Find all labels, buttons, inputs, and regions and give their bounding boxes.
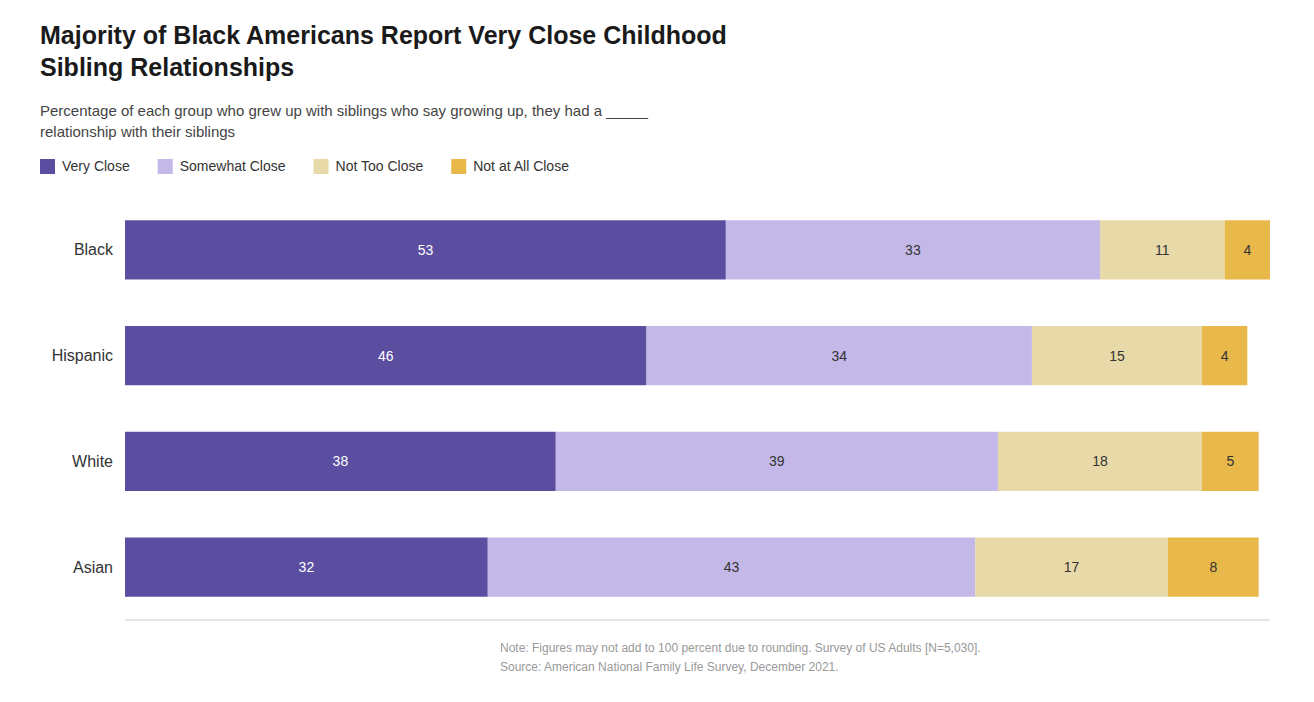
note: Note: Figures may not add to 100 percent…: [500, 641, 981, 674]
legend-swatch: [451, 159, 466, 174]
data-label: 38: [333, 453, 349, 469]
legend-label: Very Close: [62, 158, 130, 174]
bar-segment: [125, 326, 646, 385]
y-axis: Black Hispanic White Asian: [52, 241, 114, 575]
bar-segment: [1032, 326, 1202, 385]
data-label: 18: [1092, 453, 1108, 469]
y-tick-label: White: [72, 453, 113, 470]
bar-segment: [975, 538, 1168, 597]
y-tick-label: Hispanic: [52, 347, 113, 364]
subtitle: Percentage of each group who grew up wit…: [40, 102, 649, 140]
background: [0, 0, 1314, 702]
data-label: 17: [1064, 559, 1080, 575]
data-label: 4: [1243, 242, 1251, 258]
data-label: 33: [905, 242, 921, 258]
data-label: 5: [1226, 453, 1234, 469]
data-label: 34: [831, 348, 847, 364]
bar-segment: [1202, 432, 1259, 491]
data-label: 53: [418, 242, 434, 258]
legend-swatch: [314, 159, 329, 174]
data-label: 11: [1155, 242, 1170, 258]
data-label: 8: [1209, 559, 1217, 575]
bar-segment: [125, 538, 488, 597]
legend-swatch: [40, 159, 55, 174]
data-label: 32: [299, 559, 315, 575]
chart: Majority of Black Americans Report Very …: [0, 0, 1314, 702]
bar-segment: [646, 326, 1031, 385]
data-label: 15: [1109, 348, 1125, 364]
bar-segment: [488, 538, 975, 597]
legend-swatch: [158, 159, 173, 174]
bar-segment: [125, 220, 726, 279]
legend-label: Somewhat Close: [180, 158, 286, 174]
y-tick-label: Black: [74, 241, 114, 258]
legend-label: Not Too Close: [336, 158, 424, 174]
data-label: 43: [724, 559, 740, 575]
data-label: 4: [1221, 348, 1229, 364]
bars: [125, 220, 1270, 596]
legend-label: Not at All Close: [473, 158, 569, 174]
data-labels: 53 33 11 4 46 34 15 4 38 39 18 5 32 43 17 8: [299, 242, 1252, 575]
bar-segment: [1168, 538, 1259, 597]
bar-segment: [1225, 220, 1270, 279]
bar-segment: [1100, 220, 1225, 279]
bar-segment: [1202, 326, 1247, 385]
data-label: 39: [769, 453, 785, 469]
legend: Very Close Somewhat Close Not Too Close Not…: [40, 158, 569, 174]
bar-segment: [726, 220, 1100, 279]
data-label: 46: [378, 348, 394, 364]
x-axis-line: [125, 620, 1270, 621]
bar-segment: [998, 432, 1202, 491]
bar-segment: [556, 432, 998, 491]
title: Majority of Black Americans Report Very …: [40, 21, 727, 81]
y-tick-label: Asian: [73, 559, 113, 576]
bar-segment: [125, 432, 556, 491]
